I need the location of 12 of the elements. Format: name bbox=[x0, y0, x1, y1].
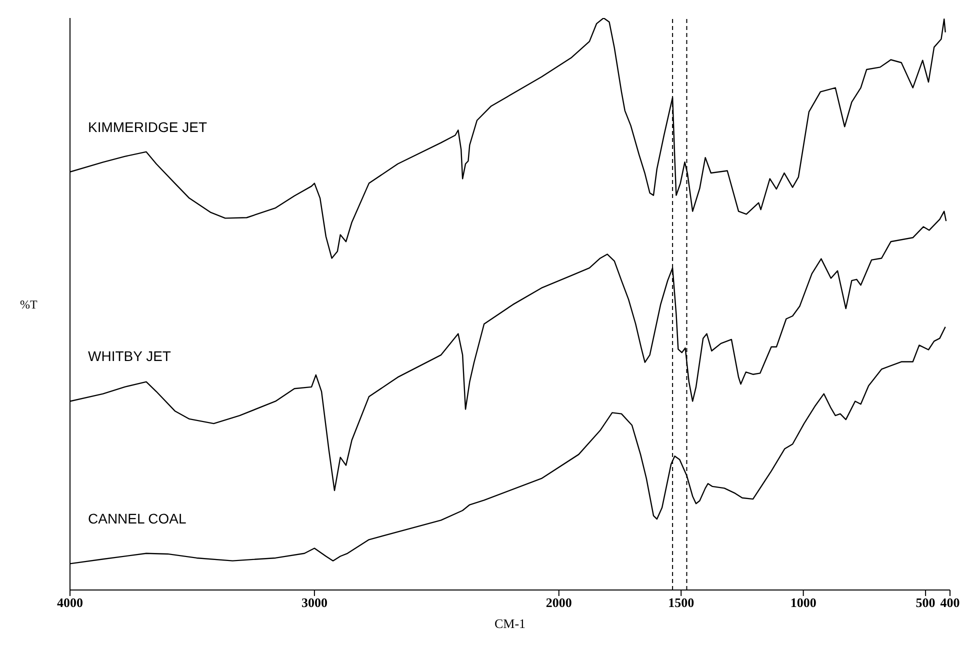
series-label: KIMMERIDGE JET bbox=[88, 118, 208, 135]
x-tick-label: 3000 bbox=[301, 595, 328, 610]
x-tick-label: 1000 bbox=[790, 595, 816, 610]
x-tick-label: 4000 bbox=[57, 595, 83, 610]
y-axis-title: %T bbox=[20, 297, 38, 312]
text: WHITBY JET bbox=[88, 348, 172, 364]
x-tick-label: 400 bbox=[940, 595, 960, 610]
text: CANNEL COAL bbox=[88, 510, 186, 527]
x-axis-title: CM-1 bbox=[494, 616, 526, 631]
x-tick-label: 1500 bbox=[668, 595, 694, 610]
x-tick-label: 2000 bbox=[546, 595, 572, 610]
x-tick-label: 500 bbox=[916, 595, 936, 610]
